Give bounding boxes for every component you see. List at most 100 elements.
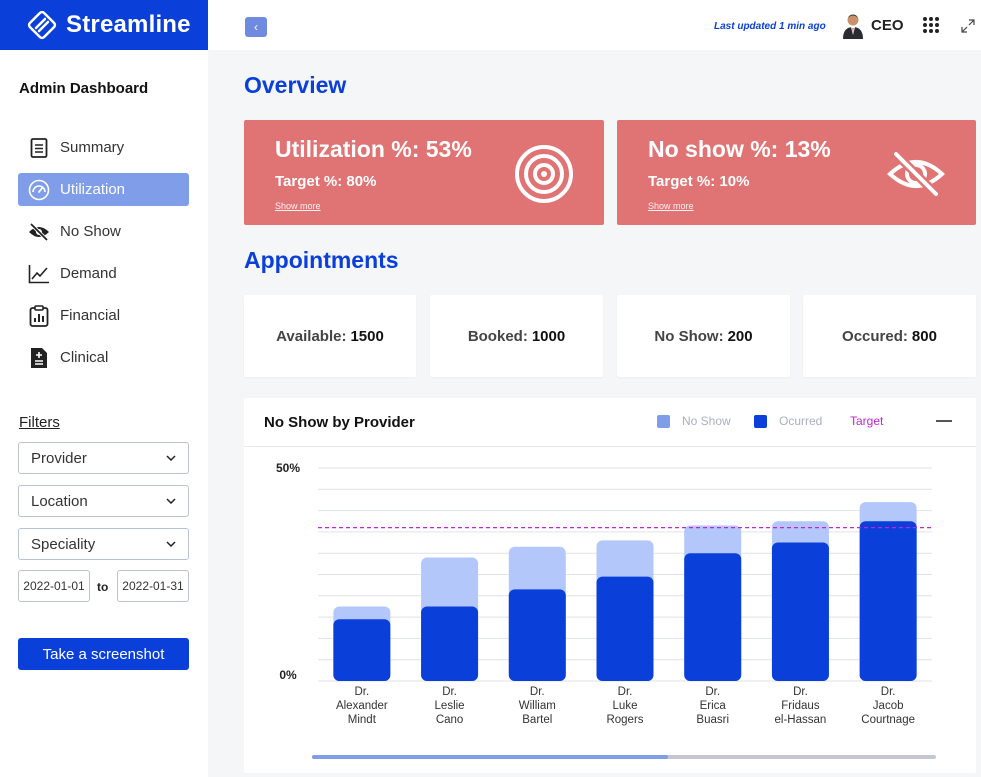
show-more-link[interactable]: Show more (275, 201, 321, 211)
date-from-input[interactable]: 2022-01-01 (18, 570, 90, 602)
medical-file-icon (28, 347, 50, 369)
sidebar-item-summary[interactable]: Summary (18, 131, 189, 164)
brand-header[interactable]: Streamline (0, 0, 208, 50)
date-range-separator: to (97, 580, 109, 594)
utilization-kpi-card: Utilization %: 53% Target %: 80% Show mo… (244, 120, 604, 225)
x-tick-label: Rogers (606, 714, 643, 726)
x-tick-label: Dr. (881, 686, 896, 698)
kpi-target: Target %: 80% (275, 173, 377, 190)
bar-chart: 50% 0% Dr. Alexander Mindt Dr. Leslie Cano Dr. Wi… (276, 461, 932, 726)
chart-title: No Show by Provider (264, 414, 415, 431)
bar-ocurred (684, 553, 742, 681)
card-label: Booked: (467, 327, 528, 345)
sidebar-item-financial[interactable]: Financial (18, 299, 189, 332)
y-tick-label: 50% (276, 461, 300, 475)
kpi-value: Utilization %: 53% (275, 136, 472, 162)
collapse-sidebar-button[interactable]: ‹ (245, 17, 267, 37)
sidebar-item-label: Clinical (60, 349, 109, 366)
x-tick-label: Erica (700, 700, 727, 712)
y-tick-label: 0% (279, 668, 297, 682)
overview-heading: Overview (244, 72, 347, 98)
sidebar-item-label: Financial (60, 307, 121, 324)
x-tick-label: Buasri (696, 714, 729, 726)
no-show-by-provider-panel: No Show by Provider No Show Ocurred Targ… (244, 398, 976, 773)
legend-swatch (657, 414, 670, 428)
take-screenshot-button[interactable]: Take a screenshot (18, 638, 189, 670)
kpi-target: Target %: 10% (648, 173, 750, 190)
bar-ocurred (596, 576, 654, 681)
x-tick-label: Luke (613, 700, 638, 712)
eye-slash-icon (887, 150, 945, 198)
x-tick-label: Mindt (348, 714, 377, 726)
x-tick-label: Alexander (336, 700, 388, 712)
speciality-select[interactable]: Speciality (18, 528, 189, 560)
sidebar-item-label: Summary (60, 139, 125, 156)
legend-label: Target (850, 414, 884, 428)
expand-icon[interactable] (960, 18, 976, 34)
target-icon (515, 145, 573, 203)
chart-scrollbar-thumb[interactable] (312, 755, 668, 759)
location-select-value: Location (31, 492, 88, 510)
card-label: No Show: (654, 327, 724, 345)
eye-slash-icon (28, 221, 50, 243)
panel-divider (244, 446, 976, 447)
available-card: Available: 1500 (244, 295, 416, 377)
chevron-down-icon (166, 498, 176, 504)
sidebar-title: Admin Dashboard (19, 80, 149, 97)
provider-select[interactable]: Provider (18, 442, 189, 474)
no-show-kpi-card: No show %: 13% Target %: 10% Show more (617, 120, 976, 225)
date-to-input[interactable]: 2022-01-31 (117, 570, 189, 602)
sidebar-nav: Summary Utilization No Show Demand Finan… (18, 131, 189, 383)
appointments-heading: Appointments (244, 247, 399, 273)
speciality-select-value: Speciality (31, 535, 96, 553)
legend-swatch (754, 414, 767, 428)
last-updated-text: Last updated 1 min ago (714, 21, 826, 32)
sidebar-item-utilization[interactable]: Utilization (18, 173, 189, 206)
kpi-value: No show %: 13% (648, 136, 831, 162)
card-label: Available: (276, 327, 347, 345)
card-value: 1000 (531, 327, 566, 345)
bar-ocurred (508, 589, 566, 681)
user-role[interactable]: CEO (871, 17, 904, 34)
gauge-icon (28, 179, 50, 201)
x-tick-label: Cano (436, 714, 464, 726)
card-value: 200 (727, 327, 753, 345)
brand-name: Streamline (66, 11, 191, 38)
sidebar-item-no-show[interactable]: No Show (18, 215, 189, 248)
location-select[interactable]: Location (18, 485, 189, 517)
legend-label: Ocurred (779, 414, 823, 428)
no-show-card: No Show: 200 (617, 295, 790, 377)
streamline-logo-icon (27, 10, 57, 40)
card-value: 1500 (350, 327, 384, 345)
legend-item-no-show[interactable]: No Show (657, 414, 731, 428)
legend-item-target[interactable]: Target (850, 414, 883, 428)
booked-card: Booked: 1000 (430, 295, 603, 377)
x-tick-label: Leslie (435, 700, 465, 712)
sidebar-item-label: No Show (60, 223, 121, 240)
bar-ocurred (333, 619, 391, 681)
x-tick-label: Dr. (530, 686, 545, 698)
x-tick-label: Dr. (705, 686, 720, 698)
chevron-down-icon (166, 541, 176, 547)
filters-title: Filters (19, 414, 60, 431)
x-tick-label: Bartel (522, 714, 552, 726)
card-value: 800 (911, 327, 937, 345)
collapse-panel-button[interactable] (936, 420, 952, 422)
x-tick-label: Dr. (355, 686, 370, 698)
document-icon (28, 137, 50, 159)
legend-item-ocurred[interactable]: Ocurred (754, 414, 822, 428)
sidebar-item-label: Demand (60, 265, 117, 282)
x-tick-label: Courtnage (861, 714, 915, 726)
sidebar-item-clinical[interactable]: Clinical (18, 341, 189, 374)
clipboard-chart-icon (28, 304, 50, 327)
avatar[interactable] (842, 13, 864, 39)
show-more-link[interactable]: Show more (648, 201, 694, 211)
bar-ocurred (421, 606, 479, 681)
apps-grid-icon[interactable] (922, 16, 940, 34)
x-tick-label: Dr. (793, 686, 808, 698)
x-tick-label: Dr. (618, 686, 633, 698)
line-chart-icon (28, 263, 50, 285)
sidebar-item-demand[interactable]: Demand (18, 257, 189, 290)
x-tick-label: Fridaus (781, 700, 820, 712)
chevron-down-icon (166, 455, 176, 461)
